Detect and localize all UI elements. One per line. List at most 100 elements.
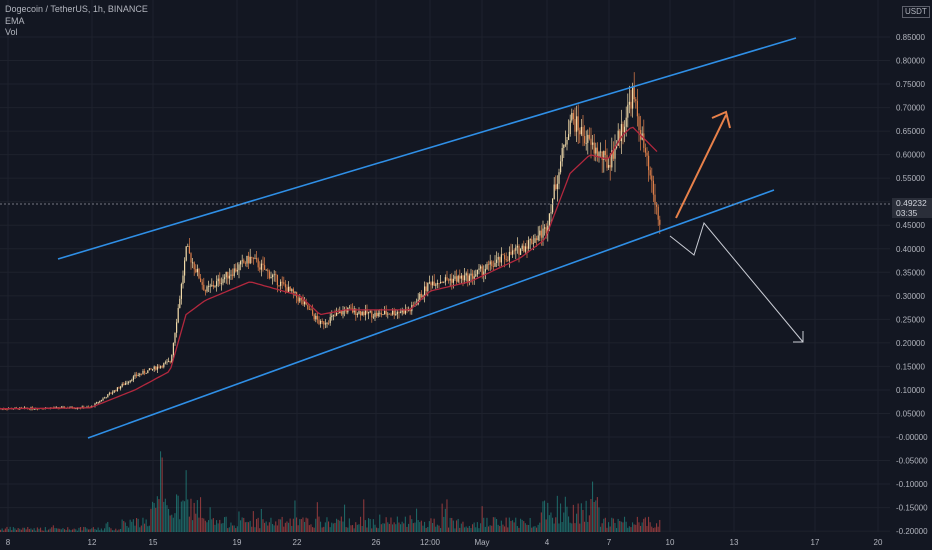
candle-body (196, 268, 198, 273)
volume-bar (472, 524, 474, 532)
volume-bar (545, 519, 547, 532)
candle-body (476, 269, 478, 275)
upper-channel-line[interactable] (57, 37, 797, 260)
volume-bar (193, 502, 195, 532)
volume-bar (171, 514, 173, 532)
price-axis[interactable]: 0.85000 0.80000 0.75000 0.70000 0.65000 0.600… (896, 33, 928, 536)
volume-bar (54, 527, 56, 532)
candle-body (513, 250, 515, 252)
volume-bar (505, 517, 507, 532)
bearish-arrow[interactable] (669, 221, 804, 343)
time-axis[interactable]: 8 12 15 19 22 26 12:00 May 4 7 10 13 17 20 (6, 538, 883, 547)
volume-bar (564, 496, 566, 532)
volume-bar (195, 513, 197, 532)
volume-bar (411, 519, 413, 532)
candle-body (350, 307, 352, 309)
volume-bar (473, 522, 475, 532)
volume-bar (102, 530, 104, 532)
candle-body (396, 312, 398, 314)
candle-body (547, 225, 549, 234)
volume-bar (499, 526, 501, 532)
candle-body (337, 312, 339, 314)
volume-bar (107, 521, 109, 532)
volume-bar (292, 518, 294, 532)
volume-bar (254, 527, 256, 532)
volume-bar (139, 527, 141, 532)
volume-bar (308, 525, 310, 532)
volume-bar (289, 518, 291, 532)
volume-bar (284, 522, 286, 532)
volume-bar (204, 520, 206, 532)
candle-body (604, 150, 606, 156)
candle-body (659, 219, 661, 225)
volume-bar (104, 528, 106, 532)
candle-body (584, 136, 586, 144)
candle-body (609, 165, 611, 168)
candle-body (628, 101, 630, 105)
candle-body (371, 311, 373, 318)
volume-bar (532, 526, 534, 532)
candle-body (384, 310, 386, 315)
volume-bar (136, 517, 138, 532)
volume-bar (512, 520, 514, 532)
time-tick-label: 26 (372, 538, 381, 547)
candle-body (188, 246, 190, 254)
volume-bar (585, 500, 587, 532)
candle-body (388, 313, 390, 315)
candle-body (515, 247, 517, 251)
volume-bar (468, 525, 470, 532)
candle-body (536, 238, 538, 241)
volume-bar (398, 522, 400, 532)
volume-bar (372, 519, 374, 532)
candle-body (182, 275, 184, 285)
candle-body (209, 285, 211, 287)
candle-body (499, 257, 501, 263)
candle-body (225, 271, 227, 278)
candle-body (262, 263, 264, 266)
volume-bar (305, 517, 307, 532)
drawings-layer[interactable] (57, 37, 804, 439)
candle-body (281, 281, 283, 283)
candlestick-series (0, 72, 661, 411)
candle-body (444, 277, 446, 282)
price-unit-label[interactable]: USDT (902, 6, 930, 18)
volume-indicator-label[interactable]: Vol (5, 27, 18, 37)
candle-body (252, 258, 254, 259)
candle-body (526, 246, 528, 249)
symbol-title[interactable]: Dogecoin / TetherUS, 1h, BINANCE (5, 4, 148, 14)
candle-body (608, 165, 610, 168)
volume-bar (25, 529, 27, 532)
volume-bar (137, 518, 139, 532)
time-tick-label: May (474, 538, 489, 547)
volume-bar (523, 521, 525, 532)
candle-body (419, 293, 421, 300)
candle-body (243, 260, 245, 263)
volume-bar (452, 520, 454, 532)
candle-body (331, 315, 333, 318)
candle-body (470, 273, 472, 276)
volume-bar (200, 497, 202, 532)
volume-bar (158, 499, 160, 532)
volume-bar (153, 503, 155, 532)
price-tick-label: 0.65000 (896, 127, 925, 136)
volume-bar (92, 527, 94, 532)
lower-channel-line[interactable] (87, 189, 775, 439)
volume-bar (86, 528, 88, 532)
volume-bar (576, 513, 578, 532)
volume-bar (334, 522, 336, 532)
bullish-arrow[interactable] (675, 114, 727, 219)
volume-bar (118, 529, 120, 532)
candle-body (308, 309, 310, 310)
volume-bar (321, 527, 323, 532)
candle-body (422, 295, 424, 298)
candle-body (516, 245, 518, 248)
candle-body (409, 310, 411, 312)
ema-indicator-label[interactable]: EMA (5, 15, 25, 26)
candle-body (620, 124, 622, 142)
candle-body (171, 354, 173, 363)
candle-body (300, 298, 302, 300)
volume-bar (249, 520, 251, 532)
volume-bar (190, 498, 192, 532)
candle-body (145, 373, 147, 374)
